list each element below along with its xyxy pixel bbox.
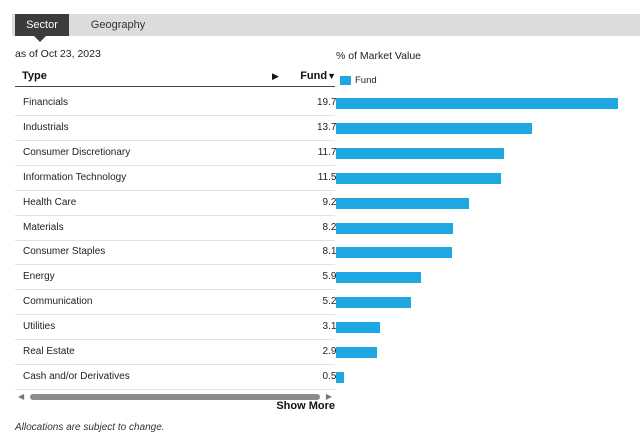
table-row: Consumer Staples 8.13 xyxy=(15,245,620,270)
column-header-type[interactable]: Type xyxy=(22,70,47,82)
horizontal-scrollbar[interactable]: ◀ ▶ xyxy=(15,389,335,404)
table-row: Financials 19.74 xyxy=(15,96,620,121)
chart-axis-label: % of Market Value xyxy=(336,50,422,62)
row-fund-value: 5.92 xyxy=(322,271,342,283)
row-divider xyxy=(15,239,335,241)
row-type-label: Materials xyxy=(23,221,64,233)
row-type-label: Consumer Discretionary xyxy=(23,146,131,158)
row-type-label: Cash and/or Derivatives xyxy=(23,370,130,382)
row-type-label: Health Care xyxy=(23,196,77,208)
bar-communication xyxy=(336,297,411,309)
bar-industrials xyxy=(336,122,532,134)
row-divider xyxy=(15,139,335,141)
bar-consumer-discretionary xyxy=(336,147,504,159)
column-header-fund[interactable]: Fund▼ xyxy=(292,70,336,82)
row-fund-value: 11.73 xyxy=(317,146,342,158)
legend-label: Fund xyxy=(355,74,377,86)
row-fund-value: 13.70 xyxy=(316,121,342,133)
legend-swatch xyxy=(340,75,351,85)
row-divider xyxy=(15,314,335,316)
row-divider xyxy=(15,189,335,191)
bar-materials xyxy=(336,222,454,234)
row-fund-value: 3.10 xyxy=(322,321,342,333)
row-fund-value: 8.20 xyxy=(322,221,342,233)
sort-desc-icon: ▼ xyxy=(327,71,336,81)
table-row: Energy 5.92 xyxy=(15,270,620,295)
active-tab-pointer xyxy=(34,36,46,42)
row-divider xyxy=(15,339,335,341)
row-fund-value: 8.13 xyxy=(322,246,342,258)
bar-health-care xyxy=(336,197,469,209)
bar-information-technology xyxy=(336,172,501,184)
table-row: Consumer Discretionary 11.73 xyxy=(15,146,620,171)
table-row: Industrials 13.70 xyxy=(15,121,620,146)
row-divider xyxy=(15,214,335,216)
bar-financials xyxy=(336,98,618,109)
row-type-label: Real Estate xyxy=(23,346,75,357)
table-row: Real Estate 2.90 xyxy=(15,345,620,370)
scroll-left-icon[interactable]: ◀ xyxy=(18,392,25,401)
footnote: Allocations are subject to change. xyxy=(15,422,165,433)
row-type-label: Industrials xyxy=(23,121,69,133)
row-fund-value: 11.52 xyxy=(317,171,342,183)
row-fund-value: 9.28 xyxy=(322,196,342,208)
chart-legend: Fund xyxy=(340,74,377,86)
tab-bar: Sector Geography xyxy=(12,14,640,36)
row-divider xyxy=(15,164,335,166)
scrollbar-thumb[interactable] xyxy=(30,394,320,400)
expand-arrow-icon[interactable]: ▶ xyxy=(272,71,279,81)
table-row: Communication 5.22 xyxy=(15,295,620,320)
header-divider xyxy=(15,86,335,87)
tab-sector[interactable]: Sector xyxy=(15,14,69,36)
table-row: Information Technology 11.52 xyxy=(15,171,620,196)
as-of-date: as of Oct 23, 2023 xyxy=(15,48,101,60)
row-type-label: Energy xyxy=(23,271,55,283)
scroll-right-icon[interactable]: ▶ xyxy=(325,392,332,401)
row-fund-value: 0.54 xyxy=(322,370,342,382)
row-divider xyxy=(15,364,335,365)
bar-real-estate xyxy=(336,347,378,358)
row-divider xyxy=(15,115,335,116)
row-divider xyxy=(15,289,335,291)
table-row: Materials 8.20 xyxy=(15,221,620,246)
bar-consumer-staples xyxy=(336,247,453,259)
bar-energy xyxy=(336,272,421,284)
bar-utilities xyxy=(336,322,381,334)
row-type-label: Utilities xyxy=(23,321,56,333)
row-type-label: Consumer Staples xyxy=(23,246,106,258)
row-fund-value: 19.74 xyxy=(316,97,342,108)
row-type-label: Financials xyxy=(23,97,69,108)
column-header-fund-label: Fund xyxy=(300,70,328,82)
row-fund-value: 2.90 xyxy=(322,346,342,357)
row-fund-value: 5.22 xyxy=(322,296,342,308)
row-divider xyxy=(15,264,335,266)
row-type-label: Information Technology xyxy=(23,171,127,183)
tab-geography[interactable]: Geography xyxy=(90,19,146,31)
bar-cash-and-or-derivatives xyxy=(336,371,344,383)
show-more-button[interactable]: Show More xyxy=(276,400,335,412)
table-row: Utilities 3.10 xyxy=(15,320,620,345)
row-type-label: Communication xyxy=(23,296,93,308)
table-row: Health Care 9.28 xyxy=(15,196,620,221)
